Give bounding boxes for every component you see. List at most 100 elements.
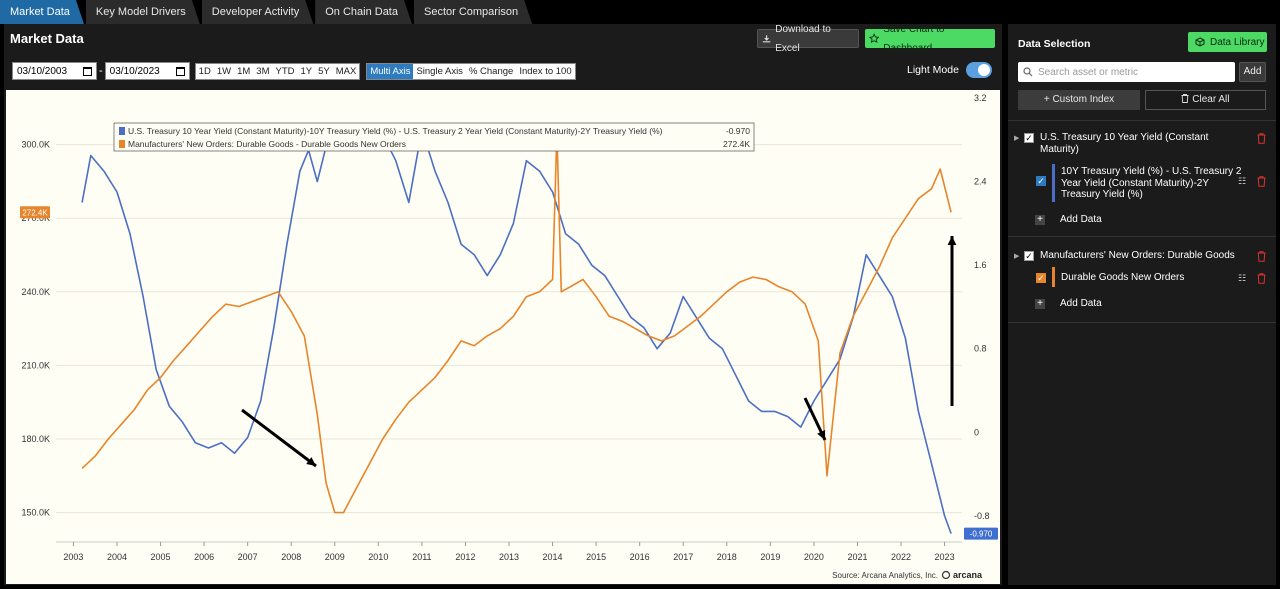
tab-developer-activity[interactable]: Developer Activity (202, 0, 313, 24)
mode-single-axis[interactable]: Single Axis (416, 65, 463, 77)
legend-label: U.S. Treasury 10 Year Yield (Constant Ma… (128, 126, 663, 136)
add-data-icon[interactable]: + (1035, 215, 1045, 225)
calendar-icon[interactable] (83, 67, 92, 76)
group-name: U.S. Treasury 10 Year Yield (Constant Ma… (1040, 132, 1209, 155)
page-title: Market Data (10, 31, 84, 46)
legend-box (113, 122, 755, 152)
annotation-arrow-2008 (241, 408, 317, 468)
range-1d[interactable]: 1D (198, 65, 211, 77)
add-button[interactable]: Add (1239, 62, 1266, 82)
range-1w[interactable]: 1W (216, 65, 232, 77)
x-tick-label: 2005 (151, 552, 171, 562)
trash-icon[interactable] (1257, 176, 1266, 187)
tab-key-model-drivers[interactable]: Key Model Drivers (86, 0, 200, 24)
settings-icon[interactable]: ☷ (1238, 176, 1247, 186)
yield-spread-line (81, 128, 952, 534)
series-color-bar (1052, 164, 1055, 202)
end-date-input[interactable]: 03/10/2023 (104, 62, 190, 80)
group-name: Manufacturers' New Orders: Durable Goods (1040, 250, 1235, 261)
divider (1008, 120, 1276, 121)
x-tick-label: 2003 (63, 552, 83, 562)
add-data-button[interactable]: Add Data (1060, 214, 1102, 225)
tab-on-chain-data[interactable]: On Chain Data (315, 0, 412, 24)
x-tick-label: 2021 (847, 552, 867, 562)
annotation-arrow-2008-head (306, 457, 316, 466)
x-tick-label: 2007 (238, 552, 258, 562)
durable-goods-line (81, 131, 952, 514)
x-tick-label: 2006 (194, 552, 214, 562)
trash-icon[interactable] (1257, 251, 1266, 262)
series-checkbox[interactable]: ✓ (1036, 176, 1046, 186)
search-icon (1023, 67, 1033, 77)
download-excel-button[interactable]: Download to Excel (757, 24, 859, 54)
left-tick-label: 180.0K (21, 434, 50, 444)
x-tick-label: 2012 (455, 552, 475, 562)
data-library-button[interactable]: Data Library (1188, 32, 1267, 52)
trash-icon[interactable] (1257, 133, 1266, 144)
series-color-bar (1052, 267, 1055, 287)
start-date-input[interactable]: 03/10/2003 (12, 62, 97, 80)
save-chart-button[interactable]: Save Chart to Dashboard (865, 24, 995, 54)
tab-bar: Market Data Key Model Drivers Developer … (0, 0, 534, 24)
star-icon (869, 33, 880, 44)
x-tick-label: 2004 (107, 552, 127, 562)
search-box (1018, 62, 1235, 82)
series-name: 10Y Treasury Yield (%) - U.S. Treasury 2… (1061, 166, 1242, 200)
right-tick-label: -0.8 (974, 511, 990, 521)
data-selection-title: Data Selection (1018, 38, 1091, 50)
range-5y[interactable]: 5Y (318, 65, 330, 77)
download-excel-label: Download to Excel (775, 23, 831, 54)
x-tick-label: 2010 (368, 552, 388, 562)
x-tick-label: 2009 (325, 552, 345, 562)
range-max[interactable]: MAX (335, 65, 357, 77)
mode-multi-axis[interactable]: Multi Axis (367, 63, 414, 79)
right-tick-label: 1.6 (974, 260, 987, 270)
right-tick-label: 0.8 (974, 344, 987, 354)
market-data-panel: Market Data Download to Excel Save Chart… (4, 24, 1002, 585)
annotation-arrow-2023-head (947, 236, 957, 246)
right-tick-label: 2.4 (974, 177, 987, 187)
right-last-value-badge (964, 527, 998, 540)
trash-icon[interactable] (1257, 273, 1266, 284)
range-1m[interactable]: 1M (237, 65, 251, 77)
group-checkbox[interactable]: ✓ (1024, 251, 1034, 261)
add-data-icon[interactable]: + (1035, 299, 1045, 309)
mode-percent-change[interactable]: % Change (468, 65, 514, 77)
tab-sector-comparison[interactable]: Sector Comparison (414, 0, 532, 24)
x-tick-label: 2020 (804, 552, 824, 562)
series-checkbox[interactable]: ✓ (1036, 273, 1046, 283)
range-ytd[interactable]: YTD (275, 65, 295, 77)
light-mode-label: Light Mode (907, 64, 959, 76)
caret-right-icon[interactable]: ▶ (1014, 135, 1020, 142)
range-3m[interactable]: 3M (256, 65, 270, 77)
clear-all-button[interactable]: Clear All (1145, 90, 1266, 110)
brand-text: arcana (953, 570, 983, 580)
range-1y[interactable]: 1Y (300, 65, 313, 77)
calendar-icon[interactable] (175, 67, 185, 76)
cube-icon (1195, 37, 1205, 47)
line-chart[interactable]: 150.0K180.0K210.0K240.0K270.0K300.0K-0.8… (6, 90, 1000, 584)
x-tick-label: 2015 (586, 552, 606, 562)
arcana-logo-icon (941, 570, 951, 580)
x-tick-label: 2013 (499, 552, 519, 562)
custom-index-button[interactable]: + Custom Index (1018, 90, 1140, 110)
right-last-value-label: -0.970 (970, 530, 993, 539)
clear-all-label: Clear All (1192, 94, 1230, 105)
caret-right-icon[interactable]: ▶ (1014, 253, 1020, 260)
left-tick-label: 210.0K (21, 360, 50, 370)
add-data-button[interactable]: Add Data (1060, 298, 1102, 309)
source-text: Source: Arcana Analytics, Inc. (832, 571, 938, 580)
group-checkbox[interactable]: ✓ (1024, 133, 1034, 143)
x-tick-label: 2014 (543, 552, 563, 562)
search-input[interactable] (1038, 62, 1228, 82)
divider (1008, 236, 1276, 237)
light-mode-toggle[interactable] (966, 62, 992, 78)
divider (1008, 322, 1276, 323)
settings-icon[interactable]: ☷ (1238, 273, 1247, 283)
legend-value: 272.4K (723, 139, 750, 149)
legend-label: Manufacturers' New Orders: Durable Goods… (128, 139, 406, 149)
mode-index-to-100[interactable]: Index to 100 (519, 65, 572, 77)
tab-market-data[interactable]: Market Data (0, 0, 84, 24)
right-tick-label: 0 (974, 427, 979, 437)
annotation-arrow-2020-head (817, 430, 826, 440)
